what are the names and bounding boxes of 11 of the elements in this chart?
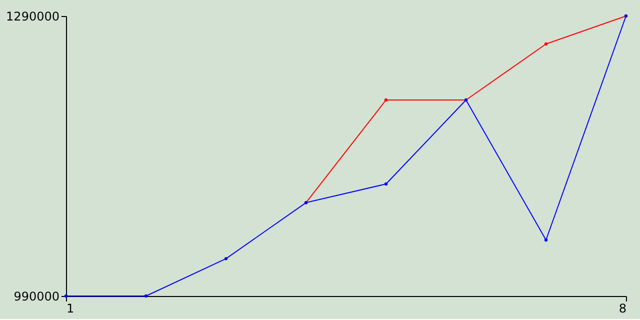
point (544, 42, 548, 46)
point (144, 294, 148, 298)
x-tick-label: 1 (66, 302, 74, 316)
point (224, 257, 228, 260)
point (384, 182, 388, 186)
y-tick-label: 990000 (14, 290, 60, 304)
point (384, 98, 388, 102)
point (544, 238, 548, 242)
point (64, 294, 68, 298)
x-tick-label: 8 (618, 302, 626, 316)
y-tick-label: 1290000 (6, 10, 60, 24)
